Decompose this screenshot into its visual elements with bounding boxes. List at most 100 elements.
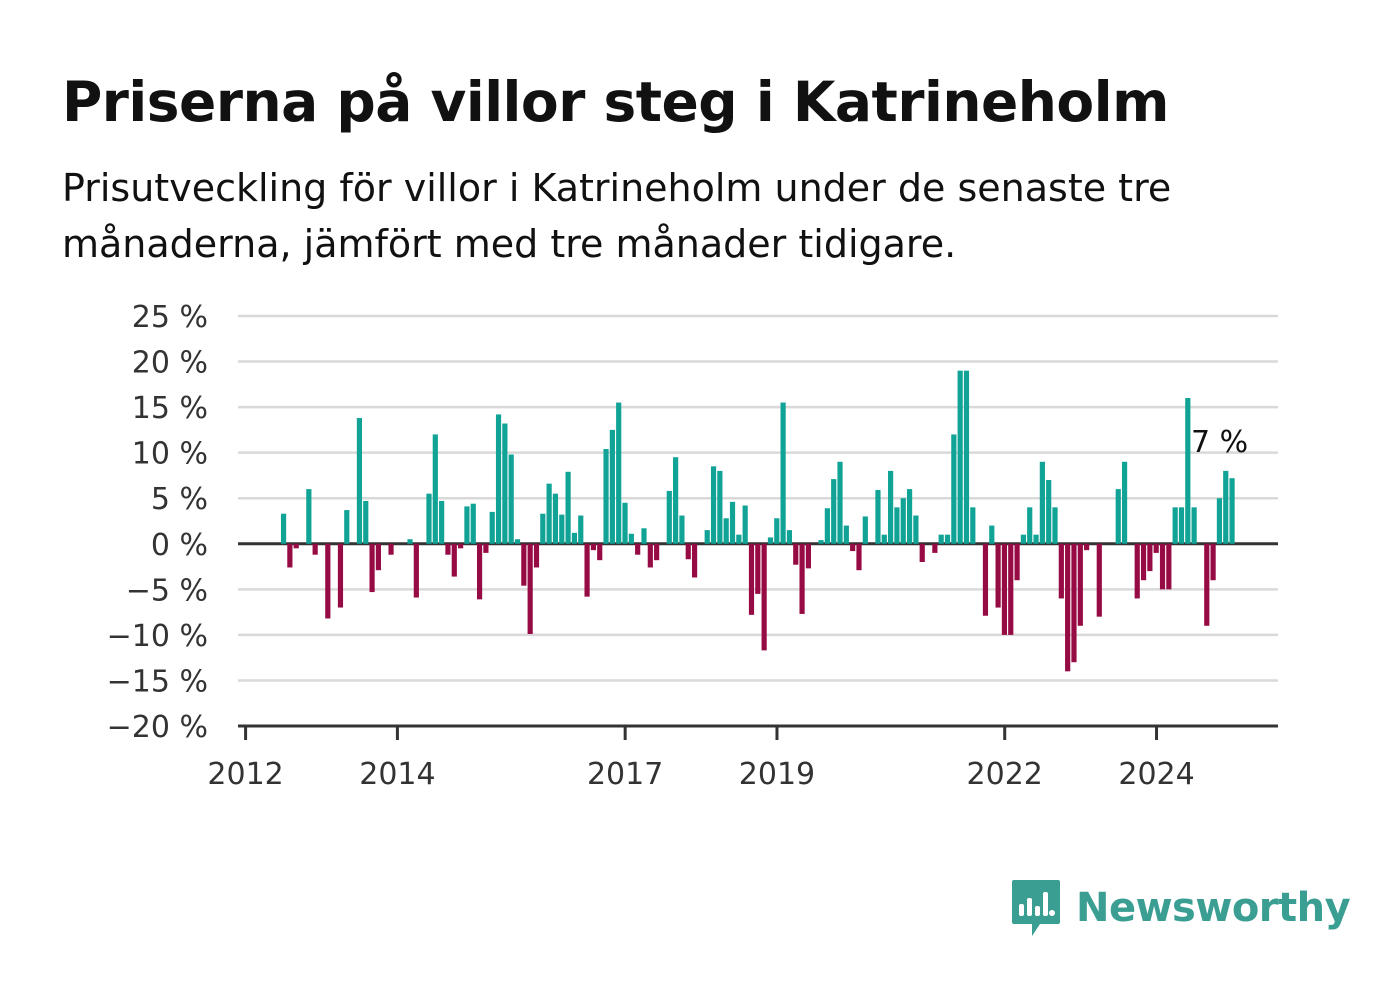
bar	[1115, 489, 1121, 544]
bar	[685, 543, 691, 560]
bar	[388, 543, 394, 555]
bar	[439, 500, 445, 544]
bar	[445, 543, 451, 555]
bar	[1046, 480, 1052, 544]
bar	[888, 470, 894, 544]
bar	[1166, 543, 1172, 590]
bar	[723, 518, 729, 544]
y-tick-label: −20 %	[107, 710, 208, 745]
bar	[1014, 543, 1020, 581]
bar	[824, 508, 830, 544]
bar	[356, 418, 363, 544]
y-tick-label: −5 %	[126, 573, 208, 608]
bar	[647, 543, 653, 568]
bar	[691, 543, 698, 578]
bar	[1096, 543, 1102, 617]
bar	[483, 543, 489, 553]
bar	[932, 543, 938, 553]
bar	[774, 518, 780, 544]
brand-name: Newsworthy	[1076, 885, 1351, 931]
bar	[514, 539, 521, 544]
bar	[1185, 398, 1191, 544]
bar	[1071, 543, 1077, 663]
bar	[546, 483, 552, 544]
bar	[495, 414, 502, 544]
bar	[426, 493, 432, 544]
bar	[780, 402, 786, 544]
bar	[717, 470, 723, 544]
bar	[432, 434, 438, 544]
bar	[287, 543, 293, 568]
x-tick-label: 2024	[1118, 757, 1194, 792]
bar	[1052, 507, 1058, 544]
y-tick-label: 25 %	[132, 300, 208, 335]
latest-value-label: 7 %	[1191, 425, 1248, 460]
bar	[1008, 543, 1014, 635]
y-tick-label: 10 %	[132, 437, 208, 472]
bar	[1204, 543, 1210, 626]
bar	[654, 543, 660, 561]
bar	[894, 507, 900, 544]
bars	[280, 370, 1235, 672]
bar	[831, 479, 837, 544]
bar	[603, 449, 609, 544]
bar	[1121, 461, 1128, 544]
bar	[710, 466, 717, 544]
bar	[767, 537, 774, 544]
bar	[552, 493, 559, 544]
y-tick-label: 0 %	[151, 528, 208, 563]
bar	[635, 543, 641, 555]
bar	[1039, 461, 1045, 544]
bar	[407, 539, 413, 544]
newsworthy-logo[interactable]: Newsworthy	[1010, 878, 1351, 938]
bar	[995, 543, 1001, 608]
bar	[957, 370, 963, 544]
bar	[1172, 507, 1178, 544]
x-axis: 2012 2014 2017 2019 2022 2024	[207, 724, 1278, 792]
bar	[1210, 543, 1216, 581]
bar	[1058, 543, 1064, 599]
bar	[584, 543, 590, 597]
x-tick-label: 2017	[587, 757, 663, 792]
bar	[1020, 534, 1026, 544]
bar	[704, 530, 710, 544]
x-tick-label: 2014	[359, 757, 435, 792]
bar	[641, 528, 647, 544]
bar	[1084, 543, 1090, 551]
bar	[1001, 543, 1008, 635]
bar	[616, 402, 622, 544]
bar	[742, 505, 748, 544]
bar	[369, 543, 375, 593]
bar	[748, 543, 755, 615]
bar	[1065, 543, 1071, 672]
bar	[293, 543, 299, 549]
y-tick-label: −15 %	[107, 664, 208, 699]
bar	[1191, 507, 1197, 544]
bar	[1159, 543, 1166, 590]
bar	[1178, 507, 1185, 544]
bar	[900, 498, 906, 544]
bar	[1223, 470, 1229, 544]
bar	[679, 515, 685, 544]
bar	[963, 370, 970, 544]
bar	[1134, 543, 1140, 599]
bar	[458, 543, 464, 549]
bar	[837, 461, 843, 544]
bar	[913, 515, 919, 544]
bar	[1216, 498, 1223, 544]
bar	[736, 534, 742, 544]
y-axis-ticks: 25 % 20 % 15 % 10 % 5 % 0 % −5 % −10 % −15 % −20 …	[107, 300, 208, 745]
x-tick-label: 2012	[207, 757, 283, 792]
bar	[521, 543, 527, 586]
bar	[508, 454, 514, 544]
bar	[527, 543, 533, 634]
bar	[344, 510, 350, 544]
bar	[476, 543, 483, 600]
bar	[325, 543, 331, 619]
bar	[989, 525, 995, 544]
bar	[306, 489, 312, 544]
bar	[540, 513, 546, 544]
y-tick-label: −10 %	[107, 619, 208, 654]
bar	[375, 543, 381, 571]
